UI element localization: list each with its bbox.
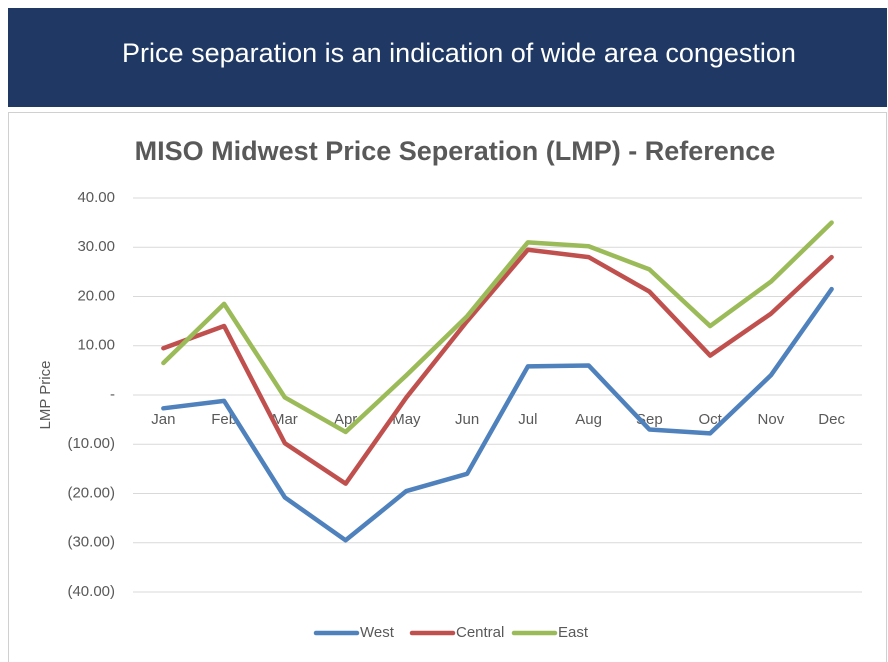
legend-label: West: [360, 624, 395, 641]
header-title: Price separation is an indication of wid…: [122, 38, 796, 68]
x-tick-label: Jun: [455, 411, 479, 428]
y-tick-label: (10.00): [67, 435, 115, 452]
series-line: [161, 220, 834, 435]
y-tick-label: (30.00): [67, 534, 115, 551]
y-tick-label: (20.00): [67, 484, 115, 501]
x-tick-label: Aug: [575, 411, 602, 428]
series-line: [161, 247, 834, 486]
x-tick-label: Oct: [698, 411, 722, 428]
chart-panel: [8, 112, 887, 662]
x-tick-label: Dec: [818, 411, 845, 428]
x-tick-label: Nov: [758, 411, 785, 428]
y-tick-label: -: [110, 386, 115, 403]
legend-label: Central: [456, 624, 504, 641]
legend-label: East: [558, 624, 589, 641]
y-tick-label: 20.00: [77, 287, 115, 304]
y-axis-label: LMP Price: [37, 361, 54, 430]
x-tick-label: Mar: [272, 411, 298, 428]
y-tick-label: 10.00: [77, 337, 115, 354]
series-line: [161, 286, 834, 543]
x-tick-label: May: [392, 411, 421, 428]
y-tick-label: 40.00: [77, 189, 115, 206]
chart-title: MISO Midwest Price Seperation (LMP) - Re…: [135, 136, 776, 166]
x-tick-label: Jan: [151, 411, 175, 428]
x-tick-label: Jul: [518, 411, 537, 428]
y-tick-label: 30.00: [77, 238, 115, 255]
y-tick-label: (40.00): [67, 583, 115, 600]
header-banner: [8, 8, 887, 107]
